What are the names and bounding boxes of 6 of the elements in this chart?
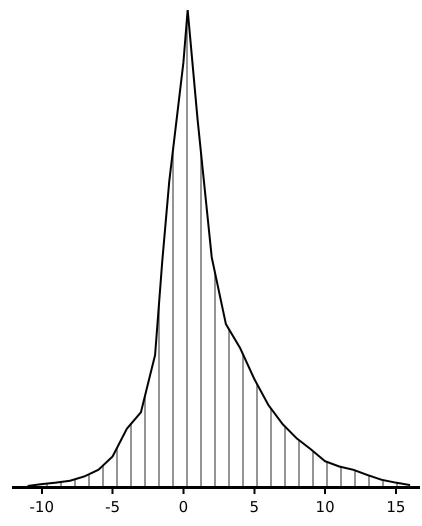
x-tick-label: 10: [316, 498, 335, 516]
x-tick-label: 5: [249, 498, 260, 516]
x-tick-label: 0: [178, 498, 188, 516]
x-tick-label: -10: [30, 498, 54, 516]
x-tick-label: -5: [105, 498, 120, 516]
x-tick-label: 15: [386, 498, 406, 516]
